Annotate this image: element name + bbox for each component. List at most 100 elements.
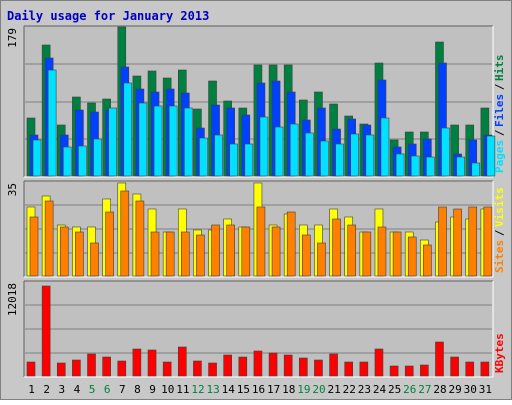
x-tick-label-day-19: 19 [297, 383, 310, 396]
bar-pages-day-10 [168, 105, 178, 177]
bar-pages-day-19 [305, 132, 314, 177]
bar-sites-day-7 [120, 190, 130, 277]
bar-sites-day-18 [286, 211, 296, 277]
bar-pages-day-3 [62, 146, 72, 177]
bar-kbytes-day-28 [435, 341, 444, 377]
bar-pages-day-11 [183, 107, 193, 177]
legend-hits: Hits [493, 55, 506, 82]
x-tick-label-day-2: 2 [43, 383, 50, 396]
x-tick-label-day-14: 14 [222, 383, 236, 396]
bar-kbytes-day-26 [404, 365, 414, 377]
bar-pages-day-13 [214, 134, 223, 177]
x-tick-label-day-12: 12 [191, 383, 204, 396]
bar-pages-day-6 [108, 107, 117, 177]
bar-pages-day-22 [350, 133, 360, 177]
legend-sites: Sites [493, 240, 506, 273]
x-tick-label-day-21: 21 [328, 383, 341, 396]
bar-sites-day-9 [150, 231, 160, 277]
bar-kbytes-day-23 [359, 361, 369, 377]
bar-sites-day-8 [135, 200, 145, 277]
bar-sites-day-24 [377, 226, 387, 277]
bar-kbytes-day-4 [72, 359, 81, 377]
bar-kbytes-day-3 [56, 362, 66, 377]
bar-kbytes-day-9 [147, 349, 157, 377]
bar-pages-day-15 [244, 143, 254, 177]
chart-panels: 179Pages/Files/Hits35Sites/Visits12018KB… [6, 25, 506, 396]
bar-kbytes-day-31 [480, 361, 490, 377]
panel-kbytes-ymax-label: 12018 [6, 283, 19, 316]
x-tick-label-day-15: 15 [237, 383, 250, 396]
x-tick-label-day-17: 17 [267, 383, 280, 396]
x-tick-label-day-16: 16 [252, 383, 265, 396]
bar-sites-day-14 [226, 224, 235, 277]
x-tick-label-day-10: 10 [161, 383, 174, 396]
bar-kbytes-day-1 [26, 361, 36, 377]
bar-sites-day-22 [347, 224, 357, 277]
bar-pages-day-1 [32, 139, 42, 177]
bar-pages-day-30 [471, 162, 481, 177]
panel-visits-sites-ymax-label: 35 [6, 183, 19, 196]
bar-kbytes-day-12 [193, 360, 202, 377]
bar-sites-day-11 [180, 231, 190, 277]
bar-sites-day-27 [423, 244, 432, 277]
bar-kbytes-day-15 [238, 356, 248, 377]
bar-pages-day-31 [486, 135, 496, 177]
bar-pages-day-20 [320, 140, 329, 177]
bar-sites-day-16 [256, 206, 266, 277]
x-tick-label-day-28: 28 [433, 383, 446, 396]
x-tick-label-day-26: 26 [403, 383, 416, 396]
legend-separator: / [493, 129, 506, 136]
bar-sites-day-4 [75, 231, 84, 277]
bar-sites-day-28 [438, 206, 447, 277]
bar-sites-day-31 [483, 206, 493, 277]
bar-kbytes-day-7 [117, 360, 127, 377]
bar-sites-day-23 [362, 231, 372, 277]
x-tick-label-day-23: 23 [358, 383, 371, 396]
bar-pages-day-18 [289, 123, 299, 177]
bar-pages-day-8 [138, 102, 148, 177]
bar-kbytes-day-18 [283, 354, 293, 377]
bar-sites-day-29 [453, 208, 462, 277]
bar-pages-day-12 [199, 137, 208, 177]
bar-sites-day-13 [211, 224, 220, 277]
x-tick-label-day-30: 30 [464, 383, 477, 396]
bar-kbytes-day-16 [253, 350, 263, 377]
bar-pages-day-16 [259, 116, 269, 177]
bar-kbytes-day-13 [208, 362, 217, 377]
bar-sites-day-6 [105, 211, 114, 277]
chart-title: Daily usage for January 2013 [7, 9, 209, 23]
bar-pages-day-2 [47, 69, 57, 177]
bar-kbytes-day-2 [41, 285, 51, 377]
bar-sites-day-21 [332, 218, 341, 277]
x-tick-label-day-18: 18 [282, 383, 295, 396]
bar-kbytes-day-10 [162, 361, 172, 377]
bar-kbytes-day-17 [268, 352, 278, 377]
bar-kbytes-day-22 [344, 361, 354, 377]
legend-visits: Visits [493, 187, 506, 227]
x-tick-label-day-4: 4 [74, 383, 81, 396]
bar-pages-day-14 [229, 143, 238, 177]
bar-kbytes-day-27 [420, 364, 429, 377]
bar-pages-day-24 [380, 117, 390, 177]
x-tick-label-day-3: 3 [59, 383, 66, 396]
bar-kbytes-day-19 [299, 357, 308, 377]
x-tick-label-day-13: 13 [206, 383, 219, 396]
bar-pages-day-25 [395, 153, 405, 177]
x-tick-label-day-22: 22 [343, 383, 356, 396]
bar-pages-day-7 [123, 82, 133, 177]
bar-pages-day-17 [274, 126, 284, 177]
legend-separator: / [493, 83, 506, 90]
bar-kbytes-day-30 [465, 361, 475, 377]
bar-kbytes-day-29 [450, 356, 459, 377]
bar-sites-day-17 [271, 226, 281, 277]
x-tick-label-day-8: 8 [134, 383, 141, 396]
x-tick-label-day-5: 5 [89, 383, 96, 396]
bar-sites-day-2 [44, 200, 54, 277]
bar-sites-day-30 [468, 206, 478, 277]
bar-pages-day-4 [78, 145, 87, 177]
legend-files: Files [493, 94, 506, 127]
x-tick-label-day-9: 9 [149, 383, 156, 396]
bar-kbytes-day-11 [177, 346, 187, 377]
